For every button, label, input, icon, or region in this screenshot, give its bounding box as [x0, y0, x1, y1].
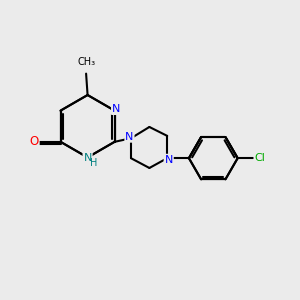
Text: N: N — [83, 153, 92, 163]
Text: Cl: Cl — [254, 153, 266, 163]
Text: N: N — [112, 104, 120, 114]
Text: N: N — [164, 155, 173, 165]
Text: O: O — [29, 135, 39, 148]
Text: N: N — [125, 132, 134, 142]
Text: H: H — [90, 158, 98, 168]
Text: CH₃: CH₃ — [77, 57, 95, 67]
